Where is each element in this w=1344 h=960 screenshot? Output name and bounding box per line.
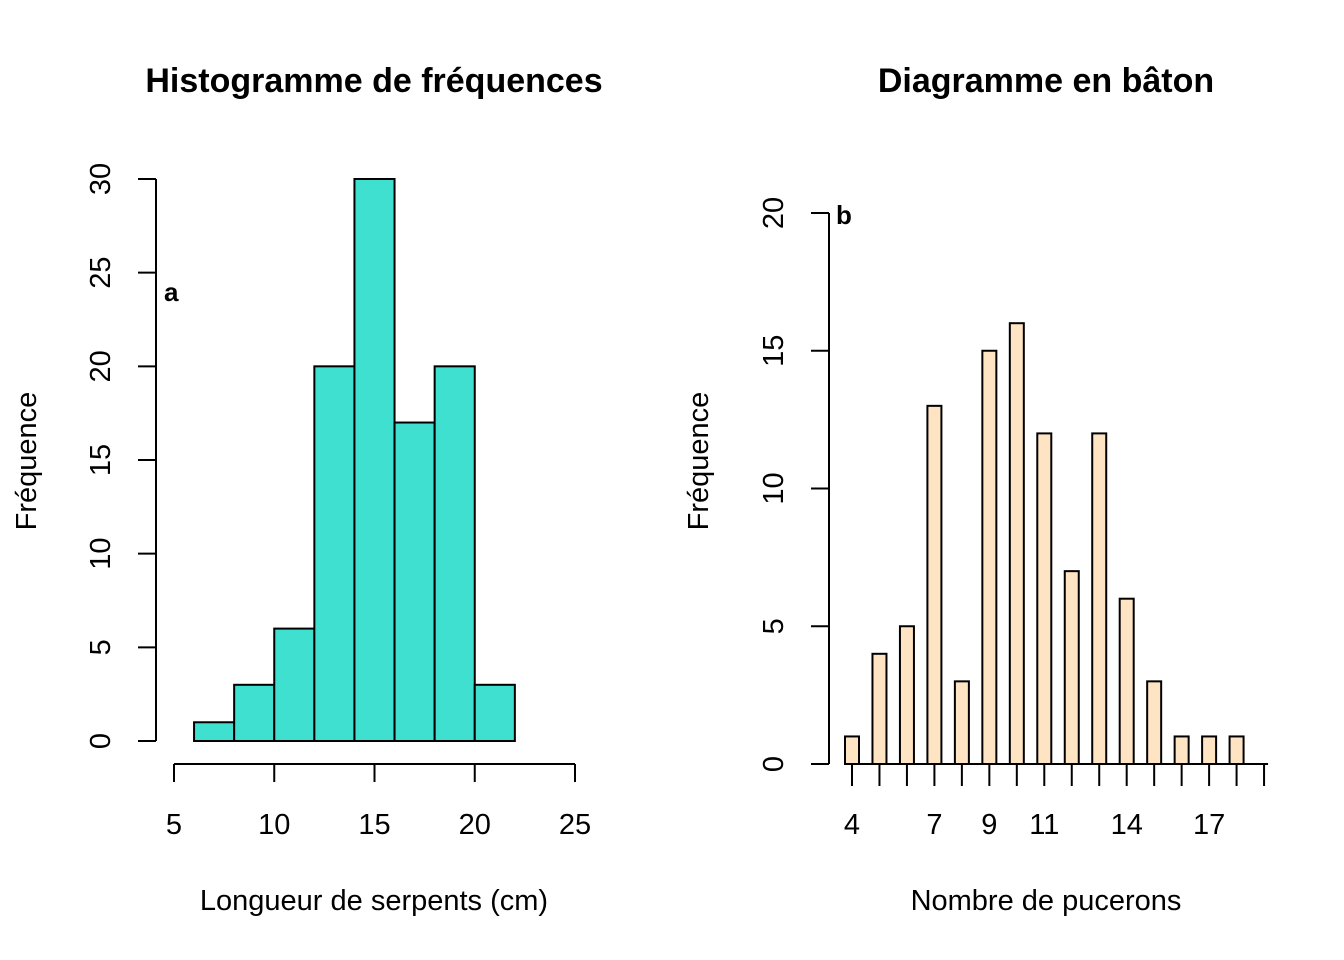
histogram-y-axis-label: Fréquence [11,392,43,531]
bar-chart-x-tick-label: 9 [981,809,997,841]
histogram-panel-letter: a [164,277,179,307]
bar-chart-y-tick-label: 0 [758,756,790,772]
histogram-x-axis-label: Longueur de serpents (cm) [200,885,548,917]
bar-chart-bar [1008,322,1025,765]
histogram-bars [193,178,516,742]
histogram-bar [193,721,236,742]
bar-chart-bar [1063,570,1080,766]
histogram-y-tick-label: 15 [85,444,117,476]
histogram-x-tick-label: 15 [358,809,390,841]
bar-chart-bar [1173,735,1190,766]
histogram-x-tick-label: 5 [166,809,182,841]
histogram-y-tick-label: 25 [85,257,117,289]
bar-chart-y-tick-label: 20 [758,197,790,229]
histogram-bar [353,178,396,742]
bar-chart-bar [898,625,915,765]
bar-chart-y-tick-label: 5 [758,618,790,634]
bar-chart-x-tick-label: 17 [1193,809,1225,841]
histogram-y-tick-label: 0 [85,733,117,749]
histogram-title: Histogramme de fréquences [145,62,602,100]
histogram-y-tick-label: 20 [85,350,117,382]
histogram-bar [473,683,516,742]
histogram-bar [273,627,316,742]
bar-chart-x-tick-label: 4 [844,809,860,841]
bar-chart-bar [1201,735,1218,766]
bar-chart-bar [1228,735,1245,766]
bar-chart-title: Diagramme en bâton [878,62,1214,100]
bar-chart-bar [953,680,970,765]
bar-chart-bar [871,652,888,765]
bar-chart-bars [844,322,1245,766]
histogram-bar [313,365,356,742]
bar-chart-bar [844,735,860,766]
bar-chart-y-axis-label: Fréquence [683,392,715,531]
bar-chart-bar [1146,680,1163,765]
histogram-x-tick-label: 10 [258,809,290,841]
histogram-y-tick-label: 5 [85,639,117,655]
bar-chart-x-tick-label: 11 [1029,809,1059,841]
histogram-axes: 0 5 10 15 20 25 30 5 10 15 20 25 [85,163,591,841]
bar-chart-panel-letter: b [836,200,852,230]
bar-chart-axes: 0 5 10 15 20 4 7 9 11 14 17 [758,197,1269,841]
bar-chart-y-tick-label: 10 [758,472,790,504]
histogram-x-tick-label: 25 [559,809,591,841]
bar-chart-bar [981,349,998,765]
bar-chart-x-axis-label: Nombre de pucerons [911,885,1182,917]
bar-chart-panel: Diagramme en bâton b Nombre de pucerons … [683,62,1269,917]
bar-chart-bar [1036,432,1053,765]
bar-chart-x-tick-label: 7 [926,809,942,841]
bar-chart-bar [1091,432,1108,765]
histogram-x-tick-label: 20 [459,809,491,841]
histogram-panel: Histogramme de fréquences a Longueur de … [11,62,603,917]
bar-chart-bar [926,404,943,765]
bar-chart-bar [1118,597,1135,766]
histogram-bar [393,421,436,742]
histogram-bar [433,365,476,742]
histogram-y-tick-label: 10 [85,538,117,570]
histogram-y-tick-label: 30 [85,163,117,195]
bar-chart-x-tick-label: 14 [1111,809,1143,841]
histogram-bar [233,683,276,742]
bar-chart-y-tick-label: 15 [758,335,790,367]
